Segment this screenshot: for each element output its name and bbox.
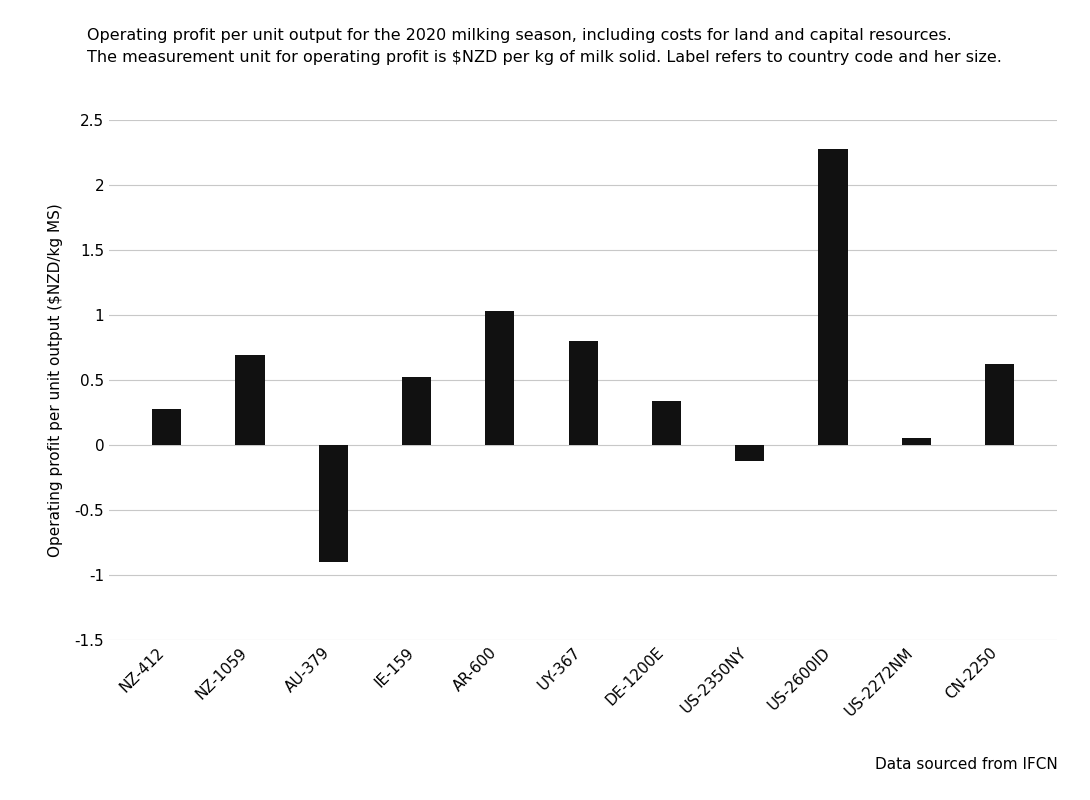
Bar — [735, 445, 764, 461]
Bar — [819, 149, 848, 445]
Y-axis label: Operating profit per unit output ($NZD/kg MS): Operating profit per unit output ($NZD/k… — [48, 203, 63, 557]
Bar — [569, 341, 597, 445]
Text: Operating profit per unit output for the 2020 milking season, including costs fo: Operating profit per unit output for the… — [87, 28, 1002, 66]
Bar — [652, 401, 681, 445]
Bar — [485, 311, 514, 445]
Bar — [901, 438, 931, 445]
Bar — [402, 378, 432, 445]
Bar — [153, 409, 181, 445]
Bar — [318, 445, 348, 562]
Bar — [985, 364, 1014, 445]
Bar — [235, 355, 265, 445]
Text: Data sourced from IFCN: Data sourced from IFCN — [874, 757, 1057, 772]
